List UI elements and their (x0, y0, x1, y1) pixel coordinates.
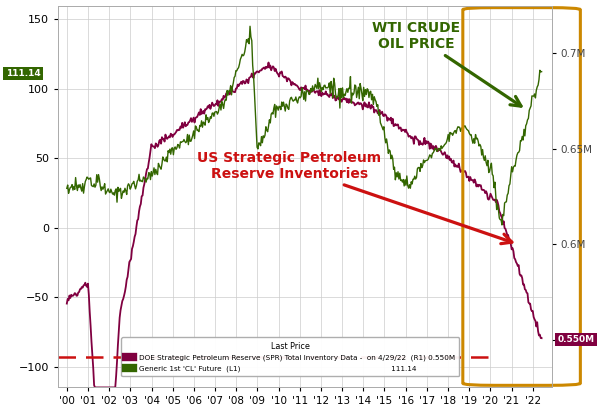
Text: 0.550M: 0.550M (557, 335, 595, 344)
Legend: DOE Strategic Petroleum Reserve (SPR) Total Inventory Data -  on 4/29/22  (R1) 0: DOE Strategic Petroleum Reserve (SPR) To… (121, 337, 459, 376)
Text: WTI CRUDE
OIL PRICE: WTI CRUDE OIL PRICE (372, 21, 521, 106)
Text: US Strategic Petroleum
Reserve Inventories: US Strategic Petroleum Reserve Inventori… (197, 151, 512, 243)
Text: 111.14: 111.14 (5, 69, 40, 78)
